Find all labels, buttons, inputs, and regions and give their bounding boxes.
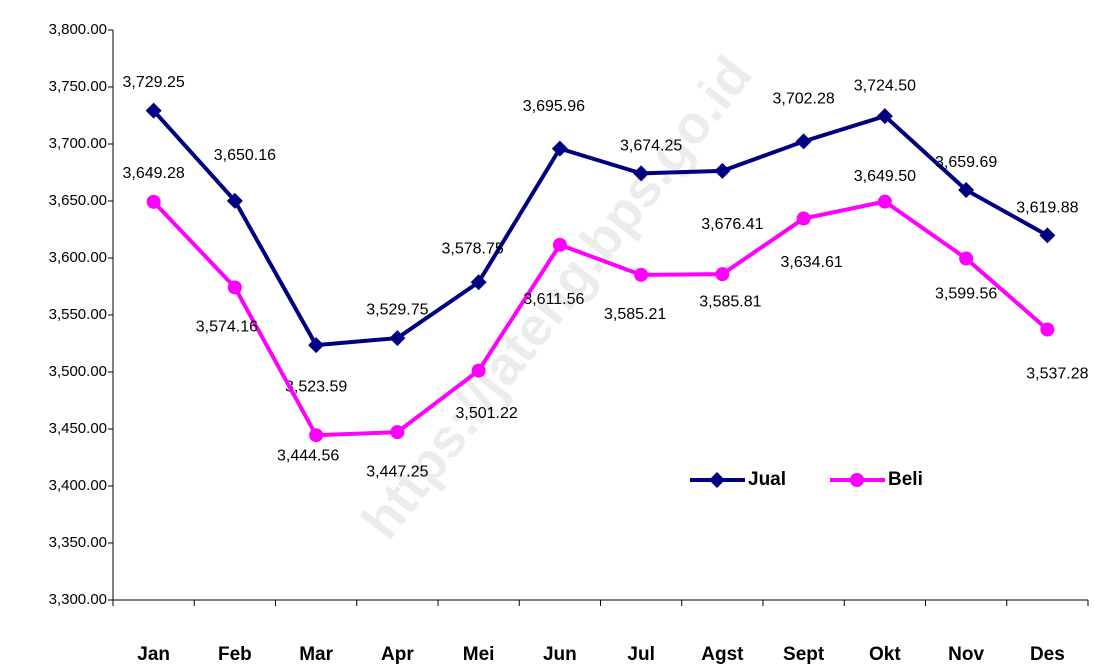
marker: [227, 280, 242, 295]
value-label: 3,674.25: [620, 138, 682, 155]
value-label: 3,611.56: [523, 291, 584, 308]
value-label: 3,729.25: [122, 74, 184, 91]
value-label: 3,523.59: [285, 378, 347, 395]
y-tick-label: 3,400.00: [49, 477, 107, 494]
y-tick-label: 3,700.00: [49, 135, 107, 152]
value-label: 3,585.21: [604, 306, 666, 323]
marker: [1039, 227, 1056, 244]
y-tick-label: 3,650.00: [49, 192, 107, 209]
marker: [309, 428, 324, 443]
marker: [226, 192, 243, 209]
marker: [470, 274, 487, 291]
marker: [714, 162, 731, 179]
value-label: 3,724.50: [854, 77, 916, 94]
marker: [795, 133, 812, 150]
x-tick-label: Nov: [948, 644, 984, 665]
legend-label: Beli: [888, 469, 923, 490]
value-label: 3,537.28: [1026, 366, 1088, 383]
marker: [146, 194, 161, 209]
marker: [796, 211, 811, 226]
value-label: 3,619.88: [1016, 200, 1078, 217]
legend-label: Jual: [748, 469, 786, 490]
x-tick-label: Jul: [627, 644, 654, 665]
x-tick-label: Sept: [783, 644, 825, 665]
y-tick-label: 3,550.00: [49, 306, 107, 323]
x-tick-label: Feb: [218, 644, 252, 665]
marker: [389, 330, 406, 347]
marker: [551, 140, 568, 157]
value-label: 3,649.28: [122, 165, 184, 182]
marker: [850, 473, 864, 487]
value-label: 3,447.25: [366, 463, 428, 480]
marker: [634, 267, 649, 282]
marker: [709, 472, 725, 488]
marker: [552, 237, 567, 252]
value-label: 3,695.96: [523, 98, 585, 115]
x-tick-label: Mei: [463, 644, 495, 665]
value-label: 3,650.16: [214, 147, 276, 164]
value-label: 3,676.41: [701, 216, 763, 233]
x-tick-label: Jan: [137, 644, 170, 665]
marker: [471, 363, 486, 378]
x-tick-label: Okt: [869, 644, 901, 665]
y-tick-label: 3,750.00: [49, 78, 107, 95]
y-tick-label: 3,600.00: [49, 249, 107, 266]
y-tick-label: 3,800.00: [49, 21, 107, 38]
value-label: 3,501.22: [455, 405, 517, 422]
y-tick-label: 3,300.00: [49, 591, 107, 608]
series-line: [152, 199, 1049, 438]
marker: [876, 108, 893, 125]
x-tick-label: Agst: [701, 644, 744, 665]
marker: [390, 425, 405, 440]
marker: [1040, 322, 1055, 337]
value-label: 3,444.56: [277, 447, 339, 464]
value-label: 3,599.56: [935, 286, 997, 303]
x-tick-label: Des: [1030, 644, 1065, 665]
series-line: [152, 109, 1049, 348]
value-label: 3,634.61: [780, 254, 842, 271]
marker: [145, 102, 162, 119]
marker: [959, 251, 974, 266]
value-label: 3,702.28: [772, 91, 834, 108]
marker: [633, 165, 650, 182]
value-label: 3,659.69: [935, 154, 997, 171]
marker: [958, 181, 975, 198]
marker: [877, 194, 892, 209]
value-label: 3,585.81: [699, 293, 761, 310]
marker: [308, 337, 325, 354]
marker: [715, 267, 730, 282]
value-label: 3,574.16: [196, 319, 258, 336]
y-tick-label: 3,350.00: [49, 534, 107, 551]
y-tick-label: 3,450.00: [49, 420, 107, 437]
value-label: 3,529.75: [366, 301, 428, 318]
value-label: 3,649.50: [854, 168, 916, 185]
x-tick-label: Jun: [543, 644, 577, 665]
x-tick-label: Apr: [381, 644, 414, 665]
y-tick-label: 3,500.00: [49, 363, 107, 380]
value-label: 3,578.75: [441, 240, 503, 257]
x-tick-label: Mar: [299, 644, 333, 665]
